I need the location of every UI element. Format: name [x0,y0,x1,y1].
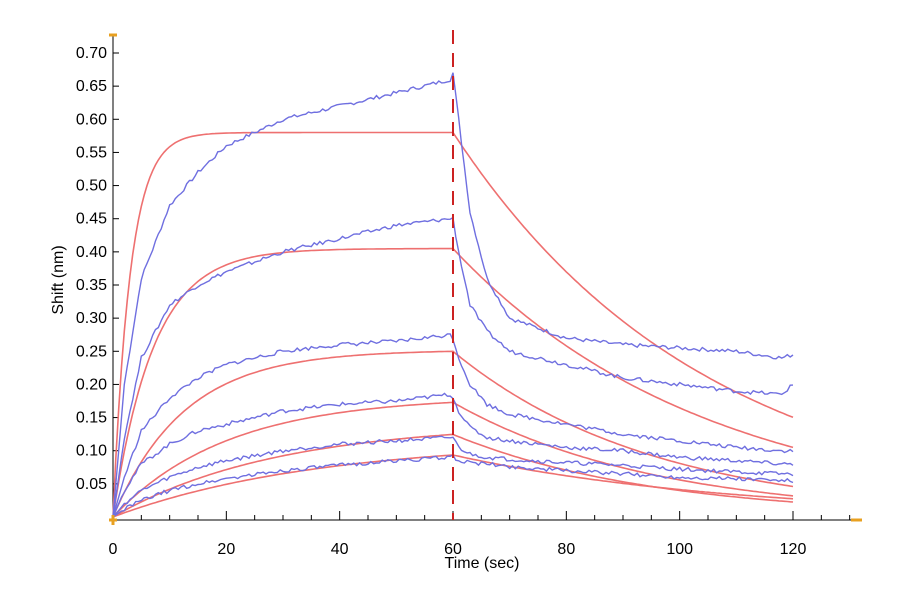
y-tick-label: 0.45 [76,211,107,228]
x-tick-label: 20 [217,541,235,558]
x-tick-label: 80 [557,541,575,558]
x-tick-label: 40 [331,541,349,558]
x-tick-label: 100 [666,541,693,558]
y-tick-label: 0.70 [76,45,107,62]
y-tick-label: 0.15 [76,410,107,427]
y-tick-label: 0.65 [76,78,107,95]
measured-5 [112,435,794,518]
axis-markers [109,33,862,525]
x-tick-label: 0 [109,541,118,558]
measured-6 [112,453,794,518]
x-tick-label: 60 [444,541,462,558]
y-tick-label: 0.55 [76,144,107,161]
x-axis: 0 20 40 60 80 100 120 [109,511,855,558]
y-tick-label: 0.30 [76,310,107,327]
y-tick-label: 0.20 [76,376,107,393]
x-tick-label: 120 [780,541,807,558]
y-tick-label: 0.05 [76,476,107,493]
y-tick-label: 0.50 [76,178,107,195]
y-tick-label: 0.25 [76,343,107,360]
plot-area: 0.05 0.10 0.15 0.20 0.25 0.30 0.35 0.40 0.45 0.50… [76,30,862,558]
fit-3 [112,350,794,518]
measured-1 [112,72,794,518]
y-tick-label: 0.10 [76,443,107,460]
y-axis-label: Shift (nm) [50,245,67,314]
fit-6 [112,454,794,518]
y-axis: 0.05 0.10 0.15 0.20 0.25 0.30 0.35 0.40 0.45 0.50… [76,35,119,520]
x-axis-label: Time (sec) [445,555,520,572]
y-tick-label: 0.40 [76,244,107,261]
y-tick-label: 0.60 [76,111,107,128]
y-tick-label: 0.35 [76,277,107,294]
